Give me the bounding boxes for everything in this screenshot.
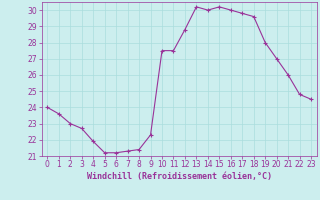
X-axis label: Windchill (Refroidissement éolien,°C): Windchill (Refroidissement éolien,°C)	[87, 172, 272, 181]
